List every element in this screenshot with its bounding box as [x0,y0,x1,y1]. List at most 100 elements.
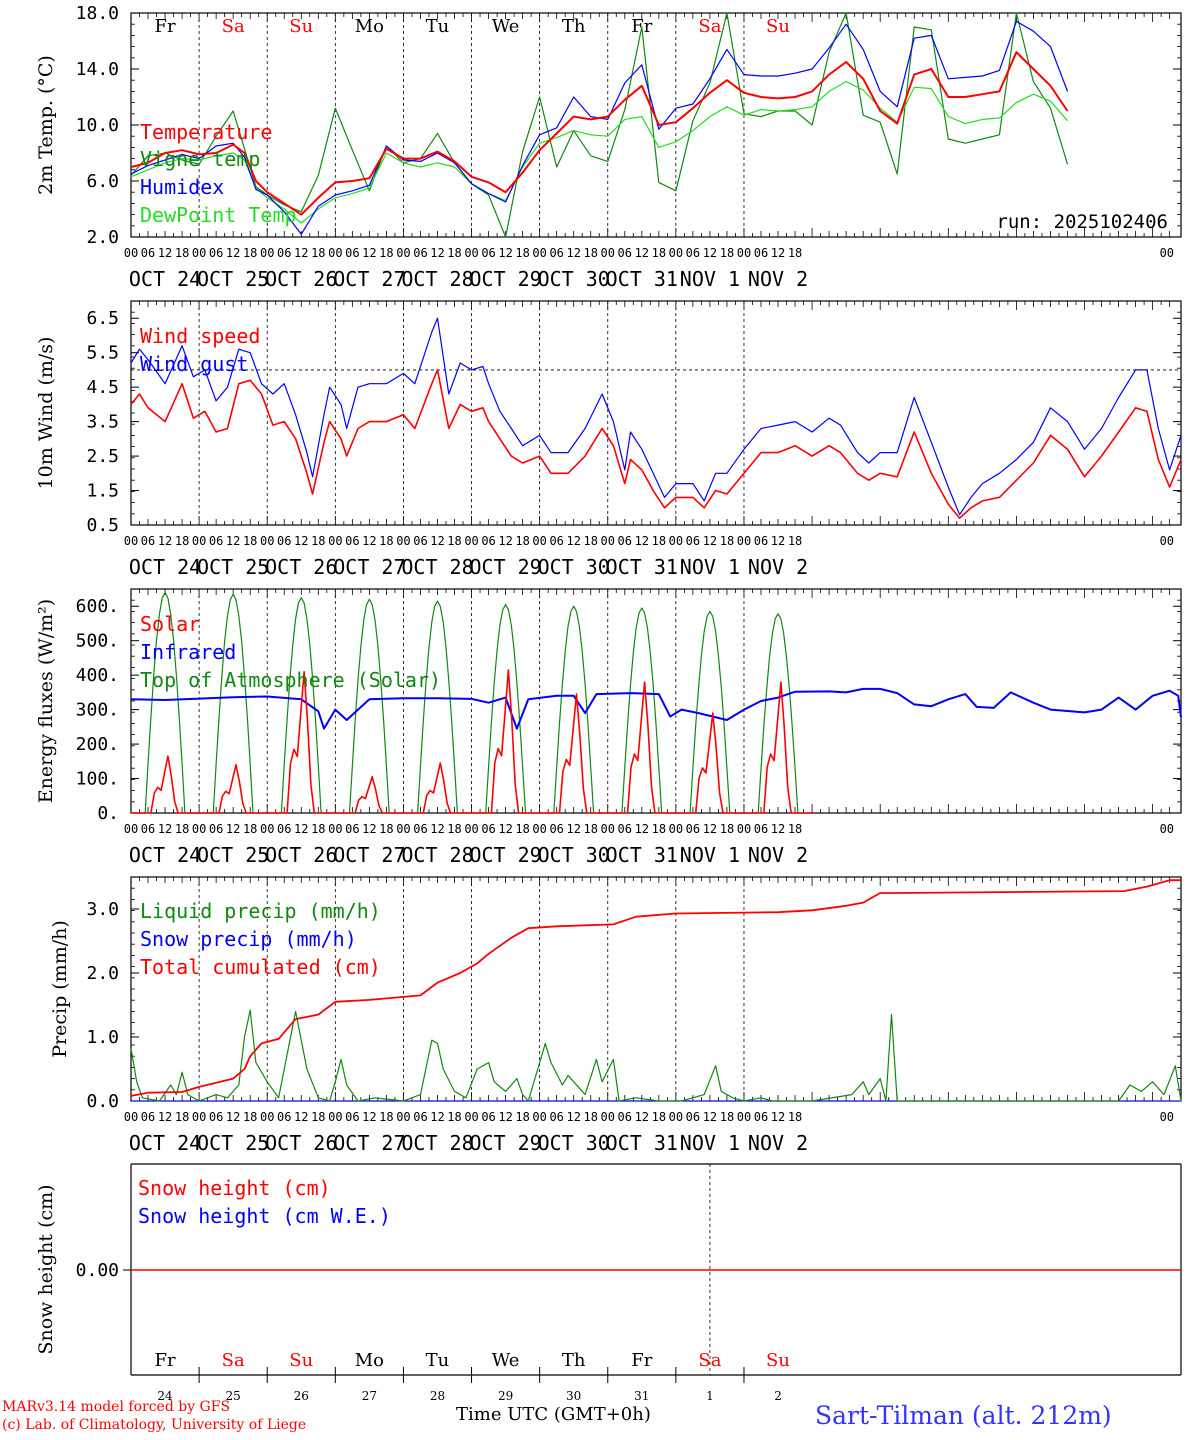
date-label: OCT 31 [606,1131,678,1155]
hour-label: 12 [498,1110,512,1124]
hour-label: 00 [1160,822,1174,836]
hour-label: 12 [771,822,785,836]
day-number: 26 [294,1389,309,1403]
hour-label: 00 [532,822,546,836]
y-axis-label: 2m Temp. (°C) [35,55,57,195]
hour-label: 12 [498,534,512,548]
legend-wind-gust: Wind gust [140,352,248,376]
hour-label: 06 [549,1110,563,1124]
hour-label: 12 [362,1110,376,1124]
date-label: NOV 1 [680,1131,740,1155]
legend-snow-precip-mm-h-: Snow precip (mm/h) [140,927,357,951]
hour-label: 06 [141,246,155,260]
model-credit-line1: MARv3.14 model forced by GFS [2,1399,231,1415]
y-tick-label: 500. [76,631,119,652]
weekday-label: We [492,16,520,37]
hour-label: 18 [515,1110,529,1124]
hour-label: 06 [141,534,155,548]
hour-label: 00 [737,822,751,836]
series-line-toa-day [675,610,744,814]
date-label: OCT 29 [469,267,541,291]
y-axis-label: Precip (mm/h) [49,920,71,1058]
series-line-solar-day [607,681,676,814]
date-label: OCT 29 [469,843,541,867]
day-number: 31 [634,1389,649,1403]
weekday-label: Sa [698,1350,721,1371]
hour-label: 18 [720,534,734,548]
date-label: NOV 2 [748,1131,808,1155]
panel-5: 0.00 Snow height (cm) Snow height (cm) Snow… [35,1163,1182,1403]
day-number: 27 [362,1389,377,1403]
y-tick-label: 200. [76,734,119,755]
hour-label: 18 [515,822,529,836]
hour-label: 18 [788,246,802,260]
panel-1: 00 06 12 18 00 06 12 18 00 06 12 18 00 06 12 18 00 06 12 18… [35,3,1182,291]
hour-label: 18 [720,1110,734,1124]
series-line-wind-gust [130,317,1182,516]
hour-label: 18 [175,534,189,548]
y-tick-label: 4.5 [86,377,119,398]
hour-label: 18 [447,822,461,836]
hour-label: 12 [158,1110,172,1124]
hour-label: 06 [481,534,495,548]
day-number: 30 [566,1389,581,1403]
date-label: OCT 30 [538,267,610,291]
date-label: NOV 2 [748,843,808,867]
hour-label: 18 [584,1110,598,1124]
date-label: OCT 27 [333,1131,405,1155]
hour-label: 12 [703,822,717,836]
hour-label: 00 [124,534,138,548]
hour-label: 00 [601,246,615,260]
y-tick-label: 600. [76,596,119,617]
hour-label: 18 [652,822,666,836]
weekday-label: Tu [426,16,450,37]
hour-label: 06 [141,1110,155,1124]
y-tick-label: 6.5 [86,308,119,329]
hour-label: 06 [413,246,427,260]
hour-label: 18 [515,534,529,548]
hour-label: 06 [277,534,291,548]
day-number: 25 [226,1389,241,1403]
hour-label: 12 [294,534,308,548]
hour-label: 00 [669,1110,683,1124]
y-tick-label: 1.0 [86,1027,119,1048]
hour-label: 00 [1160,534,1174,548]
hour-label: 18 [379,246,393,260]
hour-label: 06 [549,534,563,548]
hour-label: 00 [737,246,751,260]
date-label: OCT 24 [129,1131,201,1155]
weekday-label: Mo [355,1350,384,1371]
hour-label: 06 [686,822,700,836]
hour-label: 06 [345,822,359,836]
series-line-solar-day [471,669,540,814]
date-label: OCT 28 [401,267,473,291]
y-tick-label: 0. [97,803,119,824]
series-line-toa-day [267,596,336,814]
legend-wind-speed: Wind speed [140,324,260,348]
hour-label: 12 [226,822,240,836]
hour-label: 00 [1160,246,1174,260]
hour-label: 00 [328,1110,342,1124]
hour-label: 18 [379,534,393,548]
hour-label: 00 [328,534,342,548]
hour-label: 06 [345,246,359,260]
hour-label: 00 [396,534,410,548]
panel-2: 00 06 12 18 00 06 12 18 00 06 12 18 00 06 12 18 00 06 12 18… [35,300,1182,579]
hour-label: 00 [601,534,615,548]
hour-label: 18 [175,1110,189,1124]
series-line-toa-day [607,607,676,814]
hour-label: 06 [345,534,359,548]
hour-label: 00 [464,1110,478,1124]
date-label: OCT 26 [265,1131,337,1155]
series-line-liquid-precip [130,1009,1182,1102]
hour-label: 00 [1160,1110,1174,1124]
legend-liquid-precip-mm-h-: Liquid precip (mm/h) [140,899,381,923]
legend-humidex: Humidex [140,175,224,199]
y-tick-label: 2.0 [86,963,119,984]
hour-label: 18 [175,822,189,836]
hour-label: 00 [396,822,410,836]
date-label: OCT 28 [401,1131,473,1155]
hour-label: 12 [158,822,172,836]
model-credit-line2: (c) Lab. of Climatology, University of L… [2,1417,307,1433]
hour-label: 06 [481,246,495,260]
